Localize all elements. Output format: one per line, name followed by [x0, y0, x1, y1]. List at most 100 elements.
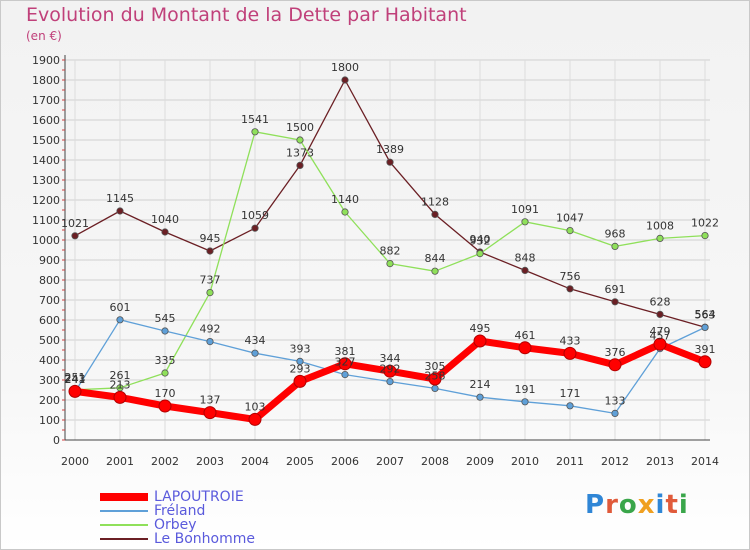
data-point: [116, 316, 124, 324]
data-point: [611, 409, 619, 417]
data-point: [566, 285, 574, 293]
data-label: 103: [245, 400, 266, 413]
x-tick-label: 2001: [106, 455, 134, 468]
data-point: [68, 384, 82, 398]
data-label: 327: [335, 356, 356, 369]
y-tick-label: 300: [39, 374, 60, 387]
data-point: [431, 267, 439, 275]
data-point: [611, 242, 619, 250]
data-label: 495: [470, 322, 491, 335]
data-label: 1140: [331, 193, 359, 206]
data-label: 1145: [106, 192, 134, 205]
data-label: 545: [155, 312, 176, 325]
legend-label: Le Bonhomme: [154, 531, 255, 547]
data-label: 563: [695, 308, 716, 321]
y-tick-label: 900: [39, 254, 60, 267]
data-point: [611, 298, 619, 306]
y-tick-label: 400: [39, 354, 60, 367]
x-tick-label: 2007: [376, 455, 404, 468]
data-label: 1021: [61, 217, 89, 230]
data-label: 261: [110, 369, 131, 382]
data-label: 434: [245, 334, 266, 347]
legend-item: Orbey: [100, 517, 197, 533]
data-label: 756: [560, 270, 581, 283]
data-point: [161, 228, 169, 236]
data-label: 1059: [241, 209, 269, 222]
data-point: [161, 369, 169, 377]
data-point: [521, 266, 529, 274]
data-point: [431, 384, 439, 392]
data-label: 1500: [286, 121, 314, 134]
data-label: 1389: [376, 143, 404, 156]
data-label: 940: [470, 233, 491, 246]
logo-letter: i: [655, 490, 666, 520]
y-tick-label: 800: [39, 274, 60, 287]
data-label: 137: [200, 394, 221, 407]
data-point: [251, 128, 259, 136]
data-point: [386, 158, 394, 166]
chart-unit: (en €): [26, 29, 62, 43]
x-tick-label: 2004: [241, 455, 269, 468]
data-label: 391: [695, 343, 716, 356]
legend-item: Le Bonhomme: [100, 531, 255, 547]
data-point: [521, 398, 529, 406]
data-point: [158, 399, 172, 413]
proxiti-logo: Proxiti: [585, 490, 689, 520]
data-label: 737: [200, 274, 221, 287]
legend-item: Fréland: [100, 503, 205, 519]
y-tick-label: 1300: [32, 174, 60, 187]
data-label: 251: [65, 371, 86, 384]
data-label: 171: [560, 387, 581, 400]
x-tick-label: 2014: [691, 455, 719, 468]
data-label: 932: [470, 235, 491, 248]
data-label: 335: [155, 354, 176, 367]
data-point: [71, 232, 79, 240]
x-tick-label: 2006: [331, 455, 359, 468]
data-point: [296, 136, 304, 144]
data-point: [338, 357, 352, 371]
axes: 0 100 200 300 400 500 600 700 800 900 1000 1100 1200…: [32, 54, 719, 468]
data-label: 1128: [421, 195, 449, 208]
y-tick-label: 600: [39, 314, 60, 327]
data-label: 381: [335, 345, 356, 358]
y-tick-label: 1100: [32, 214, 60, 227]
data-label: 344: [380, 352, 401, 365]
data-point: [206, 288, 214, 297]
legend-label: Orbey: [154, 517, 197, 533]
data-label: 258: [425, 369, 446, 382]
legend-swatch: [100, 510, 148, 512]
legend-label: Fréland: [154, 503, 206, 519]
data-labels: 1021 1145 1040 945 1059 1373 1800 1389 1128 940 84…: [61, 61, 719, 413]
data-point: [248, 412, 262, 426]
data-label: 393: [290, 342, 311, 355]
y-tick-label: 1400: [32, 154, 60, 167]
y-tick-label: 1200: [32, 194, 60, 207]
data-label: 882: [380, 245, 401, 258]
data-point: [293, 374, 307, 388]
data-point: [656, 234, 664, 242]
data-point: [206, 247, 214, 255]
data-label: 191: [515, 383, 536, 396]
data-point: [113, 390, 127, 404]
legend-swatch: [100, 538, 148, 540]
data-point: [296, 357, 304, 365]
y-tick-label: 1900: [32, 54, 60, 67]
data-point: [656, 310, 664, 318]
data-label: 848: [515, 251, 536, 264]
y-tick-label: 1600: [32, 114, 60, 127]
logo-letter: x: [637, 490, 656, 520]
data-point: [341, 208, 349, 216]
data-point: [653, 337, 667, 351]
data-label: 213: [110, 378, 131, 391]
data-label: 564: [695, 308, 716, 321]
x-tick-label: 2009: [466, 455, 494, 468]
data-label: 1040: [151, 213, 179, 226]
data-label: 241: [65, 373, 86, 386]
data-point: [566, 402, 574, 410]
data-point: [431, 210, 439, 218]
y-tick-label: 500: [39, 334, 60, 347]
y-tick-label: 100: [39, 414, 60, 427]
data-point: [203, 406, 217, 420]
data-point: [116, 207, 124, 215]
data-label: 844: [425, 252, 446, 265]
